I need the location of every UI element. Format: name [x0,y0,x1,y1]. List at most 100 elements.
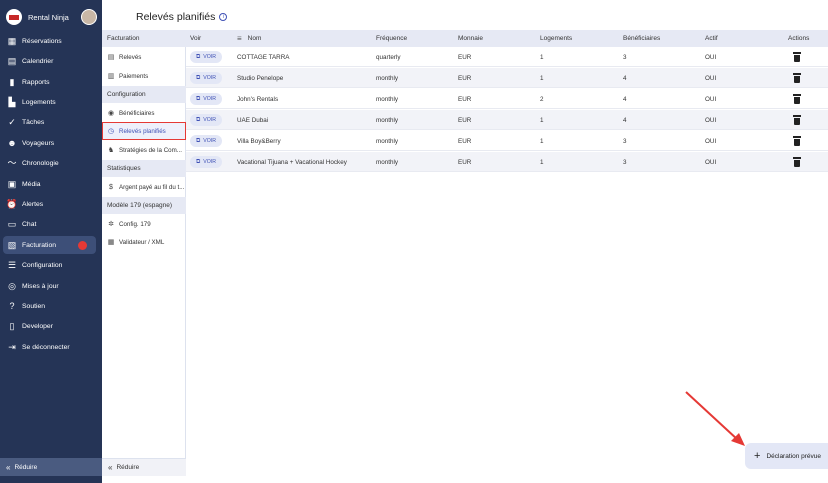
trash-icon[interactable] [793,94,801,104]
voir-button[interactable]: ⧉ VOIR [190,114,222,126]
subnav-item-label: Validateur / XML [119,238,165,246]
nav-item-mises-a-jour[interactable]: ◎ Mises à jour [3,277,96,295]
subnav-item-validateur-xml[interactable]: ▦ Validateur / XML [102,233,186,251]
table-row: ⧉ VOIR Studio Penelope monthly EUR 1 4 OU… [186,68,828,88]
voir-label: VOIR [203,54,216,60]
invoice-icon: ▧ [7,239,17,250]
nav-item-facturation[interactable]: ▧ Facturation [3,236,96,254]
notification-dot [78,241,87,250]
nav-item-chronologie[interactable]: 〜 Chronologie [3,154,96,172]
external-link-icon: ⧉ [196,116,201,123]
cell-logements: 1 [540,158,544,166]
subnav-item-argent-paye[interactable]: $ Argent payé au fil du t... [102,178,186,196]
column-header-frequence: Fréquence [376,35,408,42]
bar-chart-icon: ▮ [9,76,15,87]
cell-actif: OUI [705,74,717,82]
table-row: ⧉ VOIR Vacational Tijuana + Vacational Ho… [186,152,828,172]
cell-logements: 1 [540,116,544,124]
subnav-item-releves-planifies[interactable]: ◷ Relevés planifiés [102,122,186,140]
voir-button[interactable]: ⧉ VOIR [190,51,222,63]
phone-icon: ▯ [9,320,15,331]
nav-item-label: Developer [22,322,53,330]
chat-icon: ▭ [7,218,17,229]
cell-nom: Studio Penelope [237,74,284,82]
external-link-icon: ⧉ [196,74,201,81]
subnav-item-paiements[interactable]: ▥ Paiements [102,67,186,85]
filter-icon[interactable]: ≡ [237,34,242,43]
alarm-icon: ⏰ [6,198,18,209]
subnav-section-statistiques: Statistiques [102,160,186,177]
trash-icon[interactable] [793,115,801,125]
cell-frequence: monthly [376,74,399,82]
cell-nom: John's Rentals [237,95,279,103]
nav-item-media[interactable]: ▣ Média [3,175,96,193]
subnav-section-facturation: Facturation [102,30,186,47]
nav-item-developer[interactable]: ▯ Developer [3,317,96,335]
table-header: Voir ≡ Nom Fréquence Monnaie Logements B… [186,30,828,47]
nav-item-soutien[interactable]: ? Soutien [3,297,96,315]
cell-frequence: monthly [376,95,399,103]
calendar-month-icon: ▤ [7,55,17,66]
check-circle-icon: ✓ [8,116,16,127]
nav-item-label: Logements [22,98,56,106]
buildings-icon: ▙ [8,96,16,107]
brand[interactable]: Rental Ninja [0,0,102,34]
nav-item-reservations[interactable]: ▦ Réservations [3,32,96,50]
nav-item-logements[interactable]: ▙ Logements [3,93,96,111]
trash-icon[interactable] [793,136,801,146]
nav-item-label: Alertes [22,200,44,208]
external-link-icon: ⧉ [196,95,201,102]
subnav-item-label: Argent payé au fil du t... [119,183,185,191]
column-header-nom[interactable]: ≡ Nom [237,30,261,47]
subnav-collapse-button[interactable]: « Réduire [102,458,186,476]
add-scheduled-statement-button[interactable]: + Déclaration prévue [745,443,828,469]
column-header-actif: Actif [705,35,718,42]
nav-item-configuration[interactable]: ☰ Configuration [3,256,96,274]
file-check-icon: ▦ [107,239,115,246]
cell-beneficiaires: 4 [623,116,627,124]
trash-icon[interactable] [793,52,801,62]
subnav-item-config-179[interactable]: ✲ Config. 179 [102,215,186,233]
sidebar-collapse-button[interactable]: « Réduire [0,458,102,476]
voir-button[interactable]: ⧉ VOIR [190,72,222,84]
nav-item-alertes[interactable]: ⏰ Alertes [3,195,96,213]
page-title-text: Relevés planifiés [136,11,216,23]
subnav-item-beneficiaires[interactable]: ◉ Bénéficiaires [102,104,186,122]
nav-item-calendrier[interactable]: ▤ Calendrier [3,52,96,70]
subnav-item-releves[interactable]: ▤ Relevés [102,48,186,66]
voir-button[interactable]: ⧉ VOIR [190,93,222,105]
receipt-icon: ▤ [107,54,115,61]
voir-button[interactable]: ⧉ VOIR [190,135,222,147]
brand-logo-icon [6,9,22,25]
trash-icon[interactable] [793,157,801,167]
external-link-icon: ⧉ [196,53,201,60]
cell-nom: COTTAGE TARRA [237,53,290,61]
nav-item-label: Chat [22,220,37,228]
trash-icon[interactable] [793,73,801,83]
nav-item-chat[interactable]: ▭ Chat [3,215,96,233]
cell-frequence: monthly [376,158,399,166]
strategy-icon: ♞ [107,147,115,154]
nav-item-rapports[interactable]: ▮ Rapports [3,73,96,91]
double-chevron-left-icon: « [6,462,11,472]
table-row: ⧉ VOIR COTTAGE TARRA quarterly EUR 1 3 OU… [186,47,828,67]
nav-item-voyageurs[interactable]: ☻ Voyageurs [3,134,96,152]
subnav-item-strategies[interactable]: ♞ Stratégies de la Com... [102,141,186,159]
avatar[interactable] [81,9,97,25]
info-icon[interactable]: i [219,13,228,21]
cell-actif: OUI [705,95,717,103]
coins-icon: ◉ [107,110,115,117]
page-title: Relevés planifiés i [136,11,228,23]
main-sidebar: Rental Ninja ▦ Réservations ▤ Calendrier… [0,0,102,483]
nav-item-label: Mises à jour [22,282,59,290]
subnav-item-label: Bénéficiaires [119,109,155,117]
timeline-icon: 〜 [7,157,17,168]
nav-item-label: Calendrier [22,57,54,65]
cell-logements: 1 [540,74,544,82]
nav-item-logout[interactable]: ⇥ Se déconnecter [3,338,96,356]
cell-beneficiaires: 3 [623,158,627,166]
nav-item-taches[interactable]: ✓ Tâches [3,113,96,131]
voir-button[interactable]: ⧉ VOIR [190,156,222,168]
